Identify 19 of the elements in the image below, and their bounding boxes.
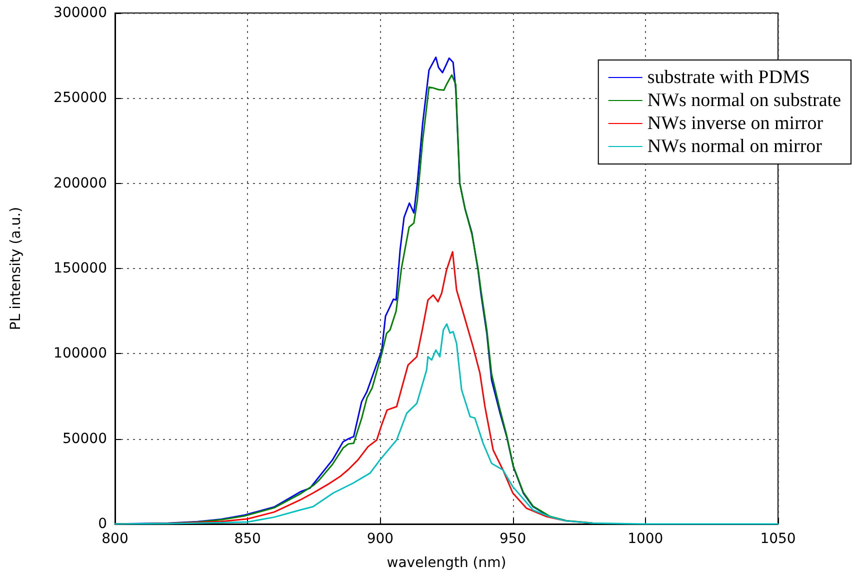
- y-tick-label: 200000: [54, 175, 107, 192]
- legend-label: NWs inverse on mirror: [647, 113, 824, 134]
- legend-label: NWs normal on substrate: [647, 90, 841, 111]
- x-tick-label: 850: [234, 531, 261, 547]
- y-tick-label: 50000: [62, 430, 107, 447]
- x-tick-label: 950: [499, 531, 526, 547]
- y-tick-label: 100000: [54, 346, 107, 362]
- legend-label: substrate with PDMS: [647, 67, 810, 88]
- y-tick-label: 0: [98, 516, 107, 532]
- x-tick-label: 800: [102, 531, 128, 547]
- x-tick-label: 900: [366, 531, 394, 547]
- y-tick-label: 300000: [54, 5, 107, 21]
- y-tick-label: 150000: [54, 260, 107, 276]
- x-tick-label: 1000: [628, 531, 664, 547]
- y-tick-label: 250000: [54, 90, 107, 106]
- y-axis-title: PL intensity (a.u.): [8, 206, 24, 330]
- x-tick-label: 1050: [760, 531, 796, 547]
- legend-label: NWs normal on mirror: [647, 136, 823, 157]
- x-axis-title: wavelength (nm): [386, 555, 506, 571]
